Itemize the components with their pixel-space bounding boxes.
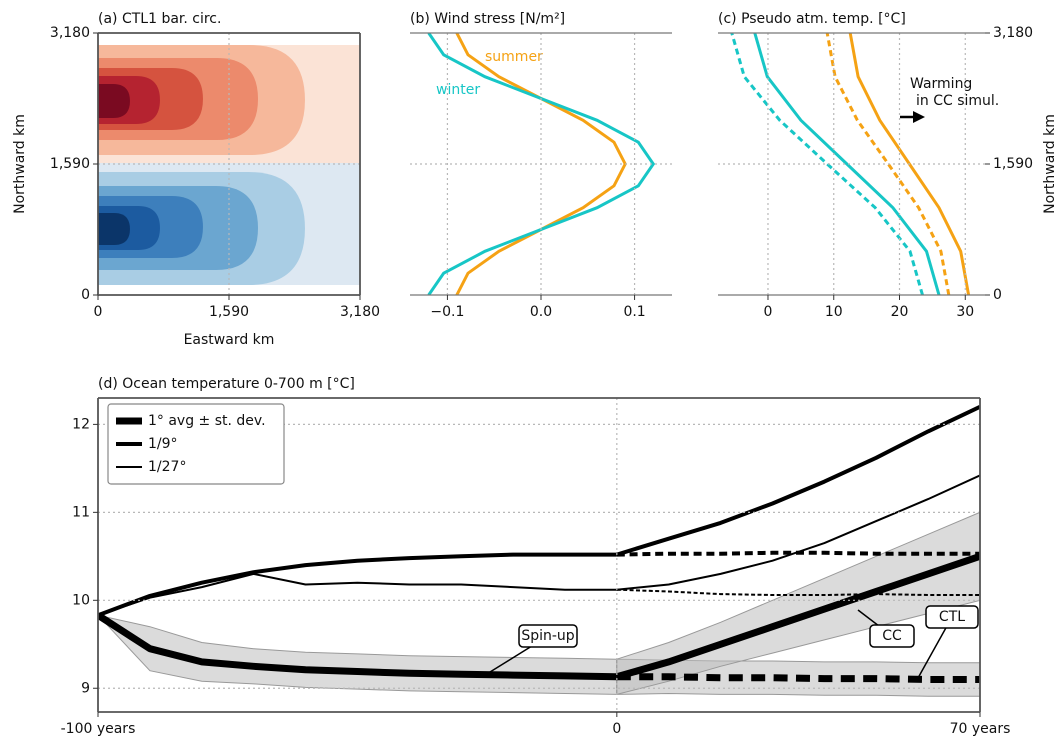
x-tick-label: 0 xyxy=(94,304,103,320)
plot-area xyxy=(98,404,980,697)
series-line xyxy=(615,552,980,681)
series-line xyxy=(616,673,980,683)
legend-label: 1/27° xyxy=(148,459,186,475)
y-tick-label: 3,180 xyxy=(993,25,1033,41)
series-line xyxy=(616,588,980,596)
series-line xyxy=(616,550,980,557)
legend-box xyxy=(107,403,285,485)
y-tick-label: 0 xyxy=(81,287,90,303)
profile-line xyxy=(427,33,656,295)
x-tick-label: 0.1 xyxy=(623,304,645,320)
arrow-head xyxy=(913,111,925,123)
series-line xyxy=(616,404,980,557)
annotation: Spin-up xyxy=(521,628,574,644)
x-tick-label: 0.0 xyxy=(530,304,552,320)
legend-label: 1° avg ± st. dev. xyxy=(148,413,266,429)
x-tick-label: 70 years xyxy=(950,721,1011,737)
profile-line xyxy=(730,33,924,295)
y-tick-label: 10 xyxy=(72,592,90,608)
annotation: CC xyxy=(882,628,902,644)
x-tick-label: 0 xyxy=(764,304,773,320)
annotation-box xyxy=(869,624,915,648)
x-tick-label: 0 xyxy=(612,721,621,737)
y-tick-label: 9 xyxy=(81,680,90,696)
series-line xyxy=(98,572,617,617)
panel-title: (d) Ocean temperature 0-700 m [°C] xyxy=(98,376,355,392)
series-line xyxy=(98,612,617,681)
series-line xyxy=(98,552,617,618)
y-tick-label: 1,590 xyxy=(50,156,90,172)
y-tick-label: 0 xyxy=(993,287,1002,303)
contour-level xyxy=(98,83,130,119)
y-axis-label: Northward km xyxy=(1042,114,1058,214)
y-tick-label: 11 xyxy=(72,504,90,520)
x-tick-label: 3,180 xyxy=(340,304,380,320)
legend-label: 1/9° xyxy=(148,436,178,452)
y-tick-label: 12 xyxy=(72,416,90,432)
series-label: winter xyxy=(436,82,480,98)
x-axis-label: Eastward km xyxy=(184,332,275,348)
annotation: in CC simul. xyxy=(916,93,999,109)
profile-line xyxy=(753,33,941,295)
x-tick-label: 20 xyxy=(891,304,909,320)
x-tick-label: 1,590 xyxy=(209,304,249,320)
panel-title: (c) Pseudo atm. temp. [°C] xyxy=(718,11,906,27)
series-label: summer xyxy=(485,49,543,65)
x-tick-label: 30 xyxy=(956,304,974,320)
annotation-box xyxy=(518,624,578,648)
x-tick-label: 10 xyxy=(825,304,843,320)
panel: (a) CTL1 bar. circ. 0 1,590 3,180 0 1,590 3,18… xyxy=(12,11,380,348)
annotation-box xyxy=(925,605,979,629)
panel-title: (a) CTL1 bar. circ. xyxy=(98,11,221,27)
y-axis-label: Northward km xyxy=(12,114,28,214)
legend: 1° avg ± st. dev. 1/9° 1/27° xyxy=(107,403,285,485)
panel-title: (b) Wind stress [N/m²] xyxy=(410,11,565,27)
x-tick-label: −0.1 xyxy=(430,304,464,320)
panel: (b) Wind stress [N/m²] summer winter −0.1 0.… xyxy=(410,11,672,320)
annotation: CTL xyxy=(939,609,965,625)
y-tick-label: 1,590 xyxy=(993,156,1033,172)
annotation: Warming xyxy=(910,76,972,92)
panel: (d) Ocean temperature 0-700 m [°C] Spin-u… xyxy=(61,376,1011,737)
series-line xyxy=(616,474,980,591)
profile-line xyxy=(825,33,951,295)
contour-level xyxy=(98,213,130,245)
y-tick-label: 3,180 xyxy=(50,25,90,41)
x-tick-label: -100 years xyxy=(61,721,136,737)
